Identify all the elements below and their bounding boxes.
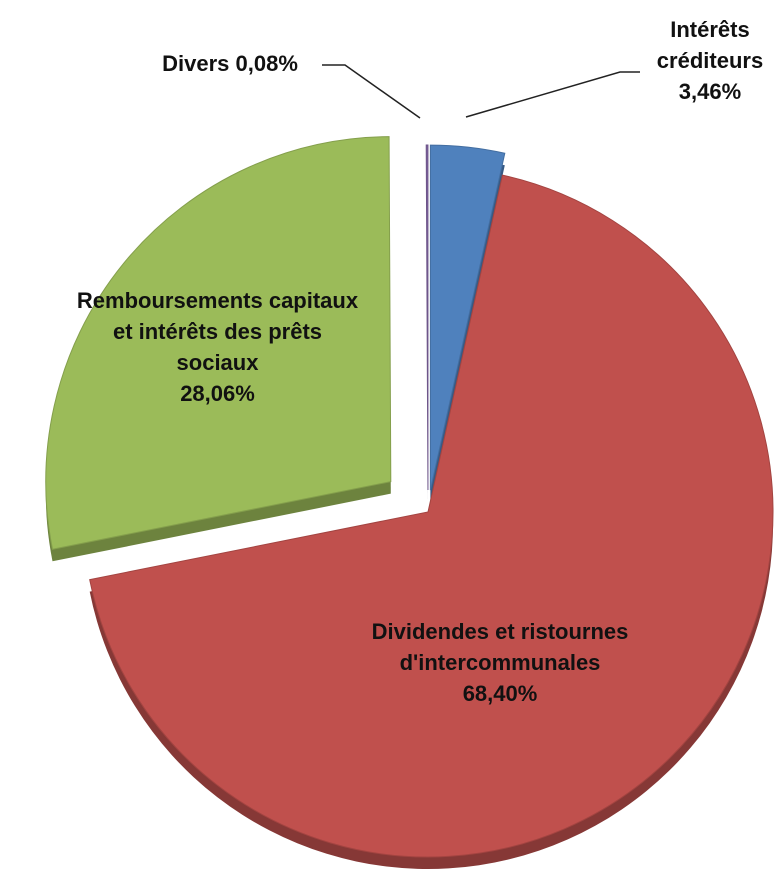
leader-line	[322, 64, 421, 119]
data-label: Intérêts créditeurs 3,46%	[640, 14, 777, 107]
slice	[89, 174, 774, 858]
data-label: Divers 0,08%	[130, 48, 330, 79]
value-label: 3,46%	[678, 79, 742, 104]
category-label: Remboursements capitaux et intérêts des …	[76, 288, 359, 375]
value-label: 68,40%	[462, 681, 538, 706]
slice	[425, 144, 429, 491]
category-label: Dividendes et ristournes d'intercommunal…	[371, 619, 629, 675]
category-label: Intérêts créditeurs	[656, 17, 764, 73]
data-label: Remboursements capitaux et intérêts des …	[75, 285, 360, 409]
value-label: 0,08%	[235, 51, 298, 76]
data-label: Dividendes et ristournes d'intercommunal…	[315, 616, 685, 709]
value-label: 28,06%	[180, 381, 255, 406]
slices	[45, 136, 774, 870]
slice	[45, 136, 392, 550]
category-label: Divers	[162, 51, 230, 76]
leader-line	[465, 71, 640, 118]
slice	[429, 144, 506, 491]
